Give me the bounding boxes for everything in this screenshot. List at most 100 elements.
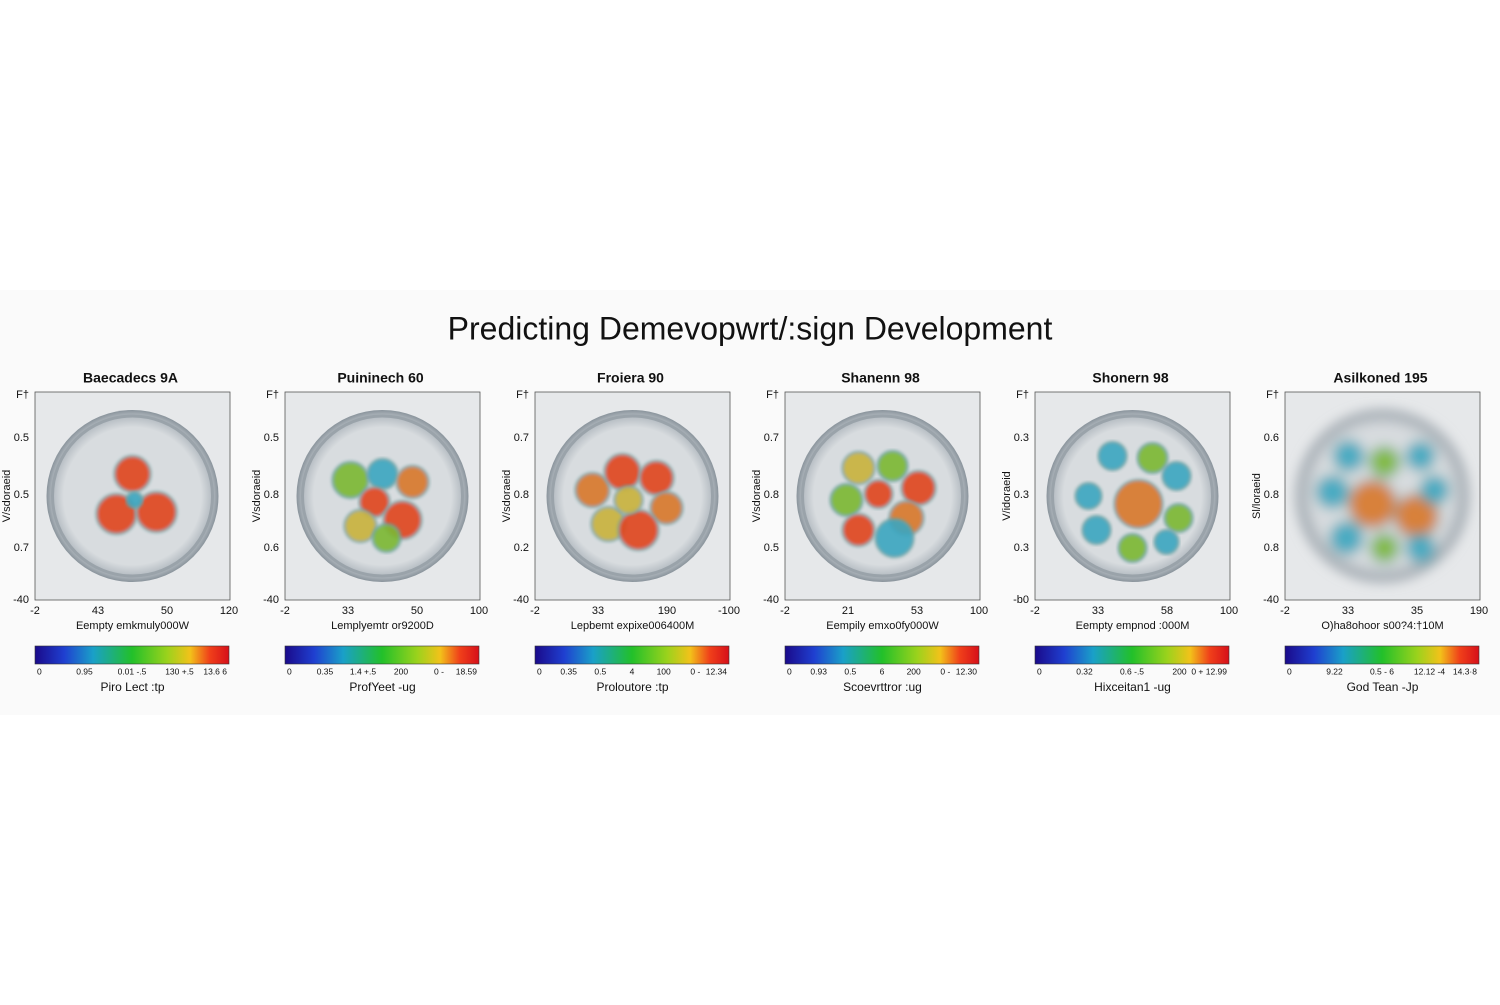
cell-blob — [1153, 529, 1180, 555]
colorbar — [1034, 645, 1230, 665]
y-tick-label: -40 — [763, 594, 779, 606]
y-tick-label: 0.8 — [514, 489, 529, 501]
y-tick-label: 0.7 — [514, 432, 529, 444]
y-axis-label: V/sdoraeid — [1, 470, 13, 523]
cell-blob — [1163, 503, 1194, 533]
cell-ring — [801, 414, 964, 578]
y-tick-label: 0.3 — [1014, 542, 1029, 554]
panel-caption: Proloutore :tp — [596, 680, 668, 694]
colorbar-tick-label: 0 — [287, 666, 292, 676]
cell-blob — [1117, 533, 1148, 563]
x-tick-label: -2 — [30, 605, 40, 617]
cell-ring — [1051, 414, 1214, 578]
y-tick-label: 0.6 — [1264, 432, 1279, 444]
y-tick-label: F† — [266, 389, 279, 401]
y-tick-label: F† — [1016, 389, 1029, 401]
cell-image — [1046, 410, 1219, 582]
x-tick-label: -100 — [718, 605, 740, 617]
cell-blob — [1081, 515, 1112, 545]
cell-ring — [1301, 414, 1464, 578]
colorbar — [284, 645, 480, 665]
y-tick-label: -40 — [263, 594, 279, 606]
panel-caption: Scoevrttror :ug — [843, 680, 922, 694]
colorbar-tick-label: 0.93 — [810, 666, 827, 676]
cell-blob — [135, 491, 178, 533]
x-tick-label: -2 — [1030, 605, 1040, 617]
colorbar — [34, 645, 230, 665]
colorbar — [1284, 645, 1480, 665]
y-tick-label: F† — [516, 389, 529, 401]
x-tick-label: 50 — [161, 605, 173, 617]
y-tick-label: F† — [16, 389, 29, 401]
cell-blob — [343, 509, 378, 543]
y-tick-label: 0.8 — [264, 489, 279, 501]
x-tick-label: -2 — [530, 605, 540, 617]
cell-blob — [1419, 475, 1450, 505]
y-tick-label: 0.5 — [764, 542, 779, 554]
cell-blob — [1074, 482, 1103, 510]
cell-blob — [876, 450, 909, 482]
colorbar-tick-label: 100 — [657, 666, 671, 676]
cell-blob — [829, 483, 864, 517]
x-axis-label: Lemplyemtr or9200D — [331, 620, 434, 632]
cell-ring — [551, 414, 714, 578]
cell-blob — [1097, 441, 1128, 471]
cell-blob — [613, 485, 644, 515]
panel-caption: Hixceitan1 -ug — [1094, 680, 1171, 694]
cell-ring — [51, 414, 214, 578]
x-tick-label: 100 — [970, 605, 988, 617]
x-tick-label: 100 — [470, 605, 488, 617]
cell-blob — [1329, 521, 1364, 555]
cell-blob — [874, 518, 915, 558]
cell-blob — [638, 460, 675, 496]
colorbar-tick-label: 0 — [787, 666, 792, 676]
y-tick-label: 0.8 — [1264, 489, 1279, 501]
cell-image — [796, 410, 969, 582]
x-tick-label: 190 — [658, 605, 676, 617]
cell-blob — [1405, 441, 1436, 471]
y-axis-label: V/idoraeid — [1001, 471, 1013, 521]
colorbar-tick-label: 0.35 — [560, 666, 577, 676]
figure-band — [0, 290, 1500, 715]
panel-title: Shanenn 98 — [841, 370, 920, 386]
cell-blob — [1347, 479, 1398, 529]
colorbar-tick-label: 4 — [630, 666, 635, 676]
cell-blob — [863, 479, 894, 509]
y-tick-label: 0.8 — [764, 489, 779, 501]
x-tick-label: 53 — [911, 605, 923, 617]
panel-title: Puininech 60 — [337, 370, 424, 386]
x-tick-label: -2 — [780, 605, 790, 617]
x-tick-label: 35 — [1411, 605, 1423, 617]
cell-blob — [1332, 440, 1365, 472]
y-tick-label: -40 — [13, 594, 29, 606]
cell-blob — [1113, 479, 1164, 529]
y-tick-label: 0.5 — [14, 489, 29, 501]
colorbar-tick-label: 130 +.5 — [165, 666, 194, 676]
cell-blob — [574, 472, 611, 508]
cell-blob — [1161, 461, 1192, 491]
x-tick-label: -2 — [1280, 605, 1290, 617]
y-tick-label: 0.7 — [14, 542, 29, 554]
cell-blob — [1368, 446, 1401, 478]
cell-blob — [841, 513, 876, 547]
y-axis-label: V/sdoraeid — [501, 470, 513, 523]
colorbar-tick-label: 0.01 -.5 — [118, 666, 147, 676]
colorbar-tick-label: 0.5 - 6 — [1370, 666, 1394, 676]
cell-blob — [395, 465, 430, 499]
colorbar-tick-label: 12.12 -4 — [1414, 666, 1445, 676]
x-axis-label: Eempty empnod :000M — [1076, 620, 1190, 632]
x-axis-label: Eempily emxo0fy000W — [826, 620, 939, 632]
cell-blob — [113, 455, 152, 493]
panel-caption: ProfYeet -ug — [349, 680, 415, 694]
x-tick-label: 50 — [411, 605, 423, 617]
colorbar-tick-label: 0 — [1037, 666, 1042, 676]
colorbar-tick-label: 0 — [37, 666, 42, 676]
cell-ring — [301, 414, 464, 578]
x-axis-label: Eempty emkmuly000W — [76, 620, 190, 632]
y-axis-label: V/sdoraeid — [751, 470, 763, 523]
colorbar-tick-label: 12.30 — [956, 666, 978, 676]
y-tick-label: 0.7 — [764, 432, 779, 444]
y-tick-label: 0.3 — [1014, 489, 1029, 501]
